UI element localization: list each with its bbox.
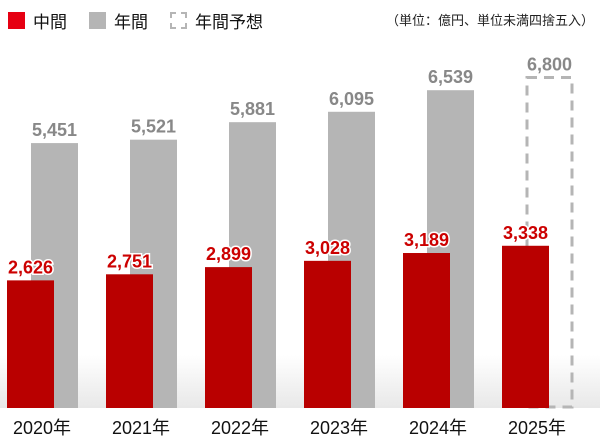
legend-label: 年間 <box>114 13 148 32</box>
value-label-annual: 5,881 <box>230 99 275 119</box>
value-label-interim: 3,338 <box>503 223 548 243</box>
legend-label: 中間 <box>33 13 67 32</box>
legend-swatch-interim <box>8 12 25 29</box>
legend-item-interim: 中間 <box>8 8 67 33</box>
value-label-annual: 6,095 <box>329 89 374 109</box>
bar-interim <box>205 267 252 408</box>
x-tick-label: 2022年 <box>211 418 269 438</box>
floor-gradient <box>0 355 600 408</box>
value-label-interim: 2,899 <box>206 244 251 264</box>
bar-interim <box>7 280 54 408</box>
value-label-annual: 5,451 <box>32 120 77 140</box>
x-tick-label: 2020年 <box>13 418 71 438</box>
legend: 中間 年間 年間予想 <box>8 8 285 33</box>
value-label-interim: 2,751 <box>107 251 152 271</box>
bar-interim <box>304 260 351 408</box>
x-tick-label: 2025年 <box>508 418 566 438</box>
value-label-annual: 6,539 <box>428 67 473 87</box>
legend-item-annual: 年間 <box>89 8 148 33</box>
bar-forecast <box>525 76 574 409</box>
bar-interim <box>106 274 153 408</box>
bar-interim <box>403 253 450 408</box>
value-label-interim: 3,189 <box>404 230 449 250</box>
x-tick-label: 2023年 <box>310 418 368 438</box>
legend-item-forecast: 年間予想 <box>170 8 263 33</box>
value-label-interim: 3,028 <box>305 238 350 258</box>
unit-note: （単位：億円、単位未満四捨五入） <box>385 13 594 28</box>
value-label-forecast: 6,800 <box>527 55 572 75</box>
x-tick-label: 2021年 <box>112 418 170 438</box>
x-tick-label: 2024年 <box>409 418 467 438</box>
legend-label: 年間予想 <box>195 13 263 32</box>
legend-swatch-annual <box>89 12 106 29</box>
value-label-interim: 2,626 <box>8 257 53 277</box>
value-label-annual: 5,521 <box>131 117 176 137</box>
bar-interim <box>502 245 549 408</box>
legend-swatch-forecast <box>170 12 187 29</box>
